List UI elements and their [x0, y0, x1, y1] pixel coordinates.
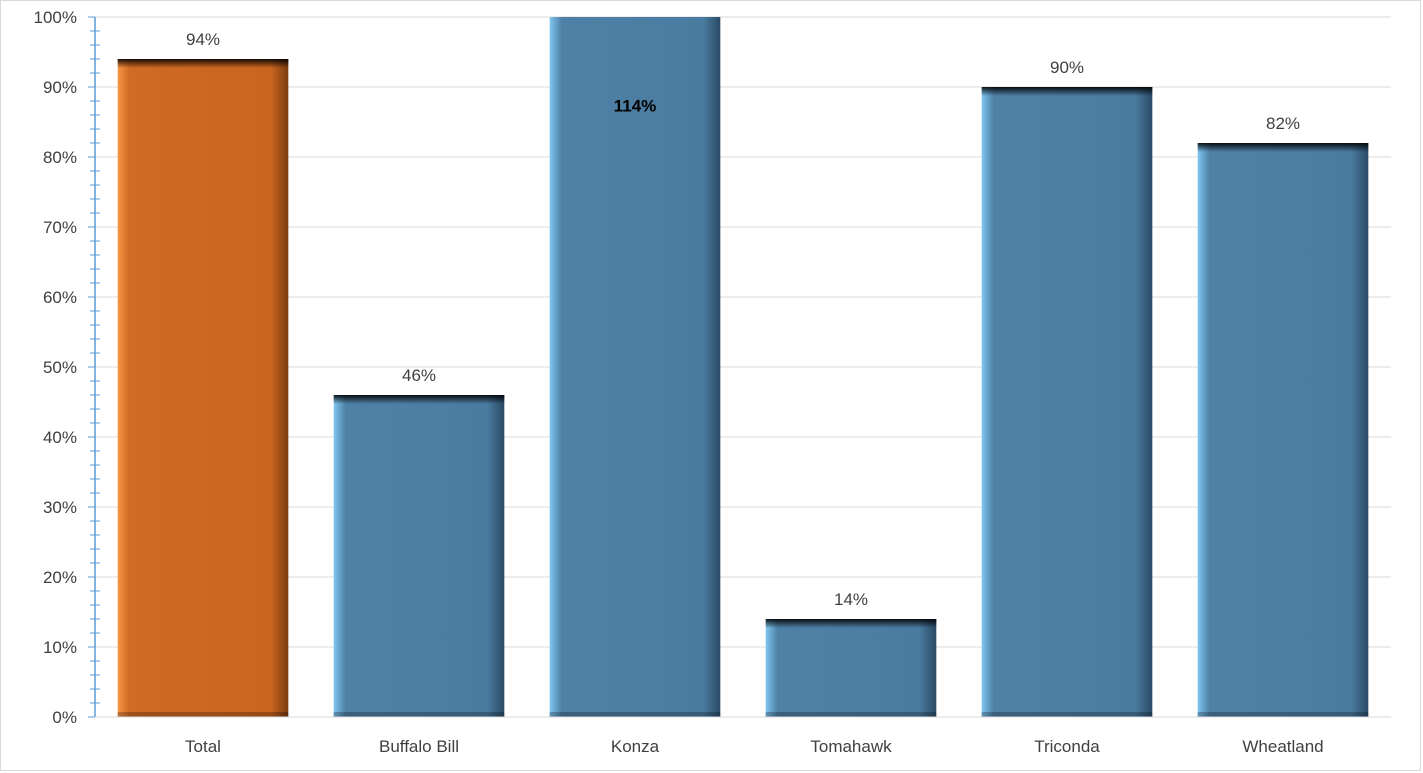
y-tick-label: 60%	[43, 288, 77, 307]
y-tick-label: 90%	[43, 78, 77, 97]
bar-bottom-bevel	[117, 712, 289, 717]
bar-top-bevel	[117, 59, 289, 68]
x-tick-label: Wheatland	[1242, 737, 1323, 756]
y-tick-label: 70%	[43, 218, 77, 237]
y-tick-label: 80%	[43, 148, 77, 167]
bar-total	[117, 59, 289, 717]
bar-buffalo-bill	[333, 395, 505, 717]
y-tick-label: 30%	[43, 498, 77, 517]
bar-body	[549, 17, 721, 717]
bar-bottom-bevel	[981, 712, 1153, 717]
bar-tomahawk	[765, 619, 937, 717]
bar-body	[765, 619, 937, 717]
data-label: 90%	[1050, 58, 1084, 77]
x-tick-label: Triconda	[1034, 737, 1100, 756]
data-label: 82%	[1266, 114, 1300, 133]
bar-body	[981, 87, 1153, 717]
y-tick-label: 0%	[52, 708, 77, 727]
y-tick-label: 20%	[43, 568, 77, 587]
bar-top-bevel	[981, 87, 1153, 96]
x-tick-label: Buffalo Bill	[379, 737, 459, 756]
gridlines	[95, 16, 1391, 648]
data-label: 94%	[186, 30, 220, 49]
y-tick-label: 10%	[43, 638, 77, 657]
data-label: 14%	[834, 590, 868, 609]
bar-top-bevel	[333, 395, 505, 404]
y-tick-label: 100%	[34, 8, 77, 27]
axes	[88, 16, 1391, 718]
bar-body	[333, 395, 505, 717]
bar-triconda	[981, 87, 1153, 717]
x-tick-label: Tomahawk	[810, 737, 892, 756]
bar-top-bevel	[765, 619, 937, 628]
bar-konza	[549, 17, 721, 717]
y-tick-label: 50%	[43, 358, 77, 377]
labels: 0% 10% 20% 30% 40% 50% 60% 70% 80% 90% 100% 94% Tota…	[34, 8, 1324, 756]
x-tick-label: Total	[185, 737, 221, 756]
x-tick-label: Konza	[611, 737, 660, 756]
bar-bottom-bevel	[1197, 712, 1369, 717]
y-tick-label: 40%	[43, 428, 77, 447]
bar-bottom-bevel	[549, 712, 721, 717]
bar-bottom-bevel	[765, 712, 937, 717]
bar-top-bevel	[1197, 143, 1369, 152]
bar-body	[1197, 143, 1369, 717]
bar-bottom-bevel	[333, 712, 505, 717]
bar-wheatland	[1197, 143, 1369, 717]
data-label: 114%	[614, 97, 657, 116]
bars	[117, 17, 1369, 717]
bar-body	[117, 59, 289, 717]
data-label: 46%	[402, 366, 436, 385]
